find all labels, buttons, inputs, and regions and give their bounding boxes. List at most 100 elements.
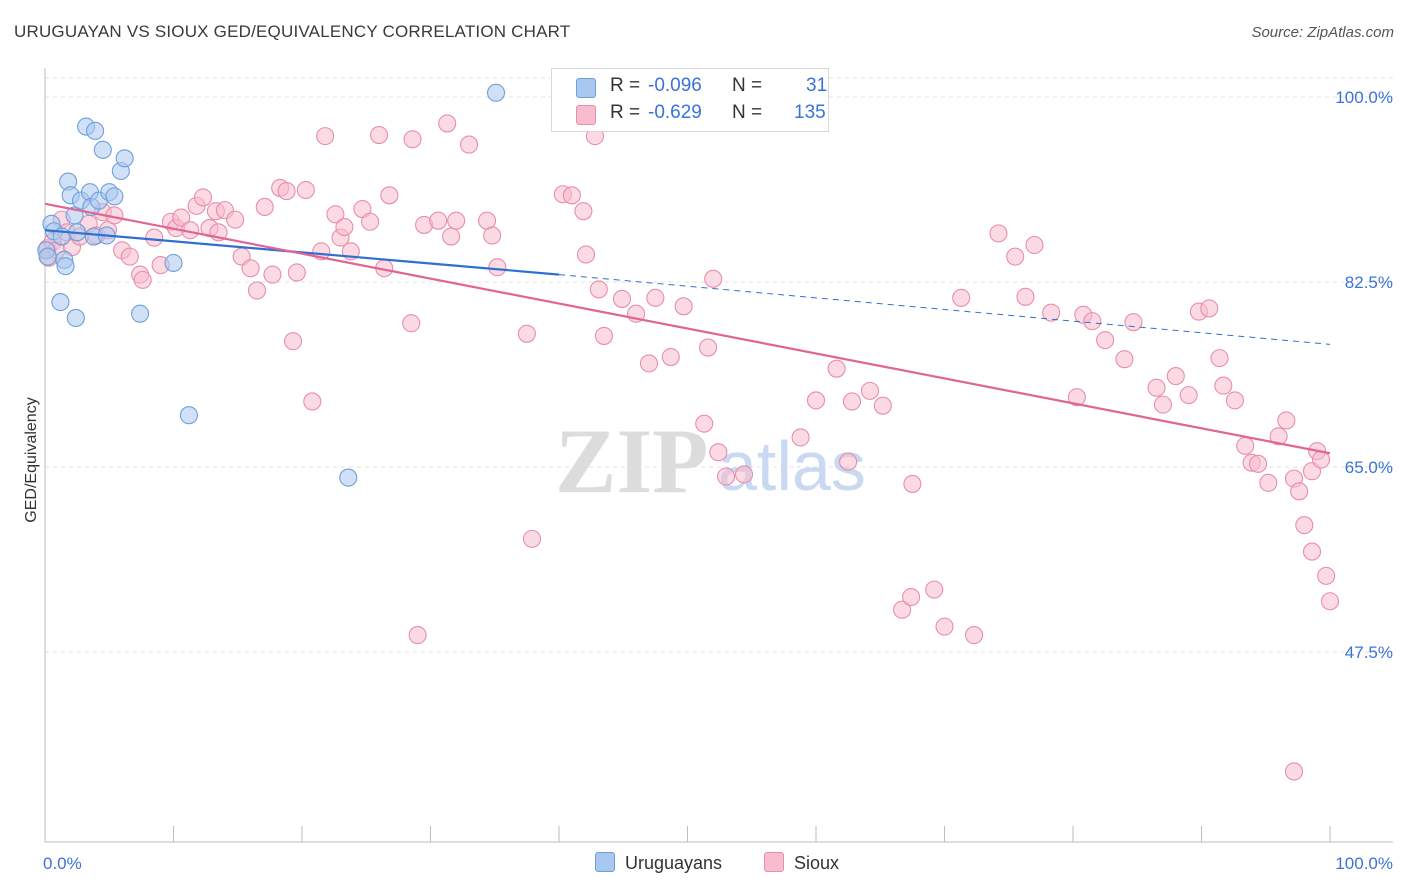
uruguayans-point [131, 304, 150, 323]
sioux-point [303, 392, 322, 411]
uruguayans-trend-extension [558, 274, 1331, 345]
sioux-point [952, 288, 971, 307]
sioux-point [172, 208, 191, 227]
sioux-point [447, 211, 466, 230]
sioux-point [483, 226, 502, 245]
sioux-point [316, 127, 335, 146]
sioux-point [277, 182, 296, 201]
sioux-point [791, 428, 810, 447]
watermark-zip: ZIP [555, 410, 708, 512]
sioux-point [247, 281, 267, 300]
sioux-point [1166, 367, 1185, 386]
sioux-point [709, 443, 728, 462]
sioux-point [1269, 427, 1288, 446]
y-tick-label: 65.0% [1345, 458, 1393, 477]
legend-n-value: 31 [806, 75, 828, 96]
sioux-point [893, 600, 912, 619]
uruguayans-point [179, 406, 198, 425]
sioux-point [194, 188, 213, 207]
y-axis-title: GED/Equivalency [23, 397, 40, 522]
legend-label-uruguayans: Uruguayans [625, 853, 723, 873]
sioux-point [370, 126, 389, 145]
legend-item-uruguayans[interactable]: Uruguayans [595, 852, 722, 874]
sioux-point [1179, 386, 1198, 405]
sioux-point [380, 186, 399, 205]
sioux-point [839, 452, 858, 471]
sioux-point [402, 314, 421, 333]
x-tick-label: 0.0% [43, 854, 82, 873]
sioux-point [1083, 312, 1102, 331]
sioux-point [1124, 313, 1143, 332]
trend-lines [44, 202, 1331, 455]
sioux-point [842, 392, 862, 411]
sioux-point [287, 263, 306, 282]
uruguayans-point [86, 121, 105, 140]
legend-r-label: R = [610, 102, 641, 123]
sioux-point [488, 258, 507, 277]
sioux-point [1248, 454, 1268, 473]
uruguayans-point [486, 83, 506, 102]
correlation-legend: R = -0.096 N = 31 R = -0.629 N = 135 [551, 68, 829, 132]
sioux-point [646, 288, 665, 307]
sioux-point [1259, 473, 1278, 492]
legend-swatch-uruguayans [576, 78, 596, 98]
legend-swatch-sioux [764, 852, 784, 872]
sioux-point [1025, 235, 1044, 255]
sioux-point [459, 135, 479, 154]
sioux-point [1096, 331, 1115, 350]
sioux-point [827, 359, 846, 378]
sioux-point [1200, 299, 1219, 318]
sioux-point [989, 224, 1008, 243]
sioux-point [255, 197, 274, 216]
sioux-point [639, 354, 659, 373]
sioux-point [594, 326, 614, 345]
sioux-point [326, 205, 345, 224]
sioux-point [335, 217, 354, 237]
axis-labels: 100.0% 82.5% 65.0% 47.5% 0.0% 100.0% GED/Equiv… [23, 88, 1393, 873]
legend-swatch-uruguayans [595, 852, 615, 872]
uruguayans-point [56, 257, 75, 276]
sioux-point [296, 180, 315, 200]
sioux-point [120, 247, 139, 266]
uruguayans-point [51, 293, 70, 312]
axes [44, 68, 1393, 843]
sioux-point [283, 332, 303, 351]
sioux-point [965, 626, 984, 645]
uruguayans-point [115, 149, 134, 168]
sioux-point [263, 265, 282, 284]
sioux-point [1016, 287, 1035, 306]
sioux-point [408, 626, 427, 645]
chart-source: Source: ZipAtlas.com [1251, 24, 1394, 41]
sioux-point [1115, 350, 1134, 369]
uruguayans-point [66, 308, 85, 327]
sioux-point [699, 338, 718, 357]
sioux-point [361, 212, 380, 231]
uruguayans-point [93, 140, 112, 159]
sioux-point [704, 269, 723, 288]
sioux-point [716, 467, 736, 486]
legend-n-value: 135 [794, 102, 826, 123]
sioux-point [860, 381, 880, 400]
sioux-point [806, 391, 826, 410]
series-legend: Uruguayans Sioux [0, 852, 1406, 878]
sioux-point [1210, 349, 1229, 368]
legend-r-value: -0.629 [648, 102, 702, 123]
sioux-point [517, 324, 536, 343]
sioux-point [574, 202, 593, 221]
sioux-point [145, 228, 164, 247]
sioux-point [1147, 378, 1166, 397]
uruguayans-point [38, 247, 57, 266]
sioux-point [1302, 542, 1322, 561]
uruguayans-point [164, 253, 183, 273]
sioux-point [1320, 592, 1340, 611]
sioux-point [873, 396, 892, 415]
sioux-point [576, 245, 596, 264]
sioux-point [442, 227, 461, 246]
uruguayans-point [105, 187, 124, 206]
legend-item-sioux[interactable]: Sioux [764, 852, 839, 874]
legend-swatch-sioux [576, 105, 596, 125]
chart-title: URUGUAYAN VS SIOUX GED/EQUIVALENCY CORRE… [14, 22, 571, 41]
sioux-point [1006, 247, 1025, 266]
sioux-point [903, 474, 922, 493]
sioux-point [562, 186, 581, 205]
